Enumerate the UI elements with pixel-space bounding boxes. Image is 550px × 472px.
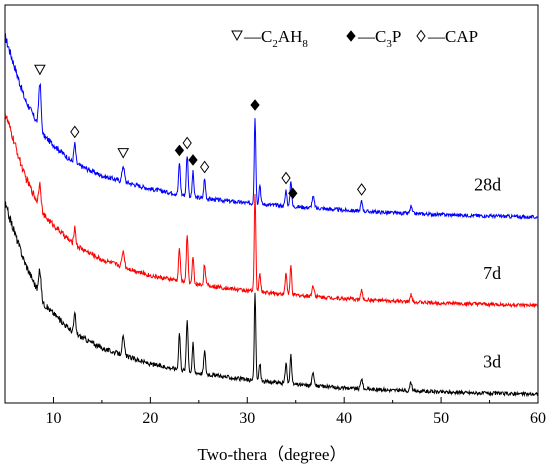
x-axis-title: Two-thera（degree） xyxy=(198,445,347,464)
series-line-28d xyxy=(4,32,539,220)
annotation-c3p-3 xyxy=(174,144,185,157)
legend-entry-2: —CAP xyxy=(427,27,478,46)
legend-entry-0: —C2AH8 xyxy=(243,27,308,50)
series-labels: 28d 7d 3d xyxy=(474,175,501,372)
x-axis: 10 20 30 40 50 60 xyxy=(4,397,546,427)
x-tick-label: 50 xyxy=(433,410,449,427)
x-tick-label: 40 xyxy=(336,410,352,427)
x-tick-label: 60 xyxy=(530,410,546,427)
legend-marker-2 xyxy=(416,29,426,43)
annotation-c3p-7 xyxy=(250,99,260,111)
peak-annotations xyxy=(34,64,367,200)
annotation-cap-1 xyxy=(70,125,80,139)
annotation-cap-10 xyxy=(357,183,367,196)
series-line-3d xyxy=(4,201,538,398)
x-tick-label: 10 xyxy=(45,410,61,427)
annotation-c2ah8-0 xyxy=(34,64,46,76)
legend-entry-1: —C3P xyxy=(357,27,401,50)
annotation-cap-8 xyxy=(281,171,291,185)
series-lines xyxy=(4,32,539,398)
x-tick-label: 30 xyxy=(239,410,255,427)
annotation-c3p-5 xyxy=(188,154,198,166)
series-label-7d: 7d xyxy=(483,263,501,283)
series-label-28d: 28d xyxy=(474,175,501,195)
annotation-cap-6 xyxy=(200,160,210,174)
x-tick-label: 20 xyxy=(142,410,158,427)
annotation-cap-4 xyxy=(182,136,192,150)
annotation-c3p-9 xyxy=(288,187,298,200)
series-label-3d: 3d xyxy=(483,352,501,372)
legend-marker-1 xyxy=(346,30,356,42)
series-line-7d xyxy=(4,113,539,309)
legend: —C2AH8 —C3P —CAP xyxy=(231,27,478,50)
annotation-c2ah8-2 xyxy=(117,148,130,159)
legend-marker-0 xyxy=(231,30,243,42)
